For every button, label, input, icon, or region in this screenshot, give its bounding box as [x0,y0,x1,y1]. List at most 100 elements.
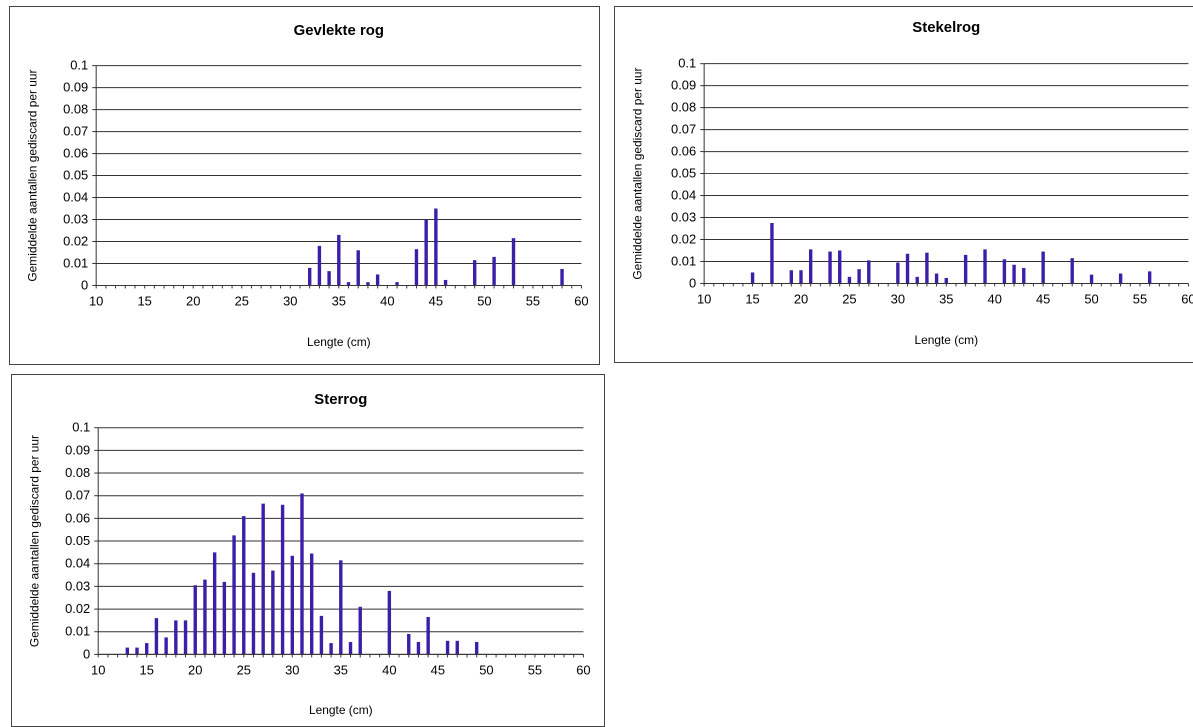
bar [799,270,803,284]
x-tick-label: 60 [576,662,590,677]
x-tick-label: 50 [477,293,491,308]
y-axis-label: Gemiddelde aantallen gediscard per uur [26,69,40,281]
bar [375,274,380,286]
bar [944,277,948,284]
x-tick-label: 45 [431,662,445,677]
x-tick-label: 40 [988,291,1002,306]
y-tick-label: 0.06 [63,146,88,161]
bar [222,581,227,655]
x-tick-label: 30 [283,293,297,308]
bar [232,535,236,655]
x-axis-label: Lengte (cm) [914,333,978,347]
y-tick-label: 0.1 [70,58,88,73]
x-tick-label: 20 [188,662,202,677]
x-tick-label: 40 [380,293,394,308]
y-tick-label: 0.06 [65,510,90,525]
x-tick-label: 45 [429,293,443,308]
bar [857,269,861,284]
chart-panel-gevlekte-rog: Gevlekte rog 0 0.01 0.02 0.03 0.04 0.05 0.06 0.0… [9,6,600,365]
y-tick-label: 0.08 [63,102,88,117]
x-tick-label: 10 [89,293,103,308]
x-axis-label: Lengte (cm) [309,703,373,717]
bar [1118,273,1123,284]
bar [1089,274,1094,284]
bar [183,620,188,655]
y-tick-label: 0.08 [671,100,696,115]
bar [789,270,794,284]
y-axis-label: Gemiddelde aantallen gediscard per uur [630,67,644,279]
bar [356,250,360,286]
bar [770,223,774,284]
y-tick-label: 0 [83,646,90,661]
bar [1041,251,1045,284]
bar [1022,268,1026,284]
bar [125,647,130,655]
x-tick-label: 40 [382,662,396,677]
bar [474,641,479,655]
y-tick-label: 0.09 [65,442,90,457]
y-tick-label: 0.09 [63,80,88,95]
bar [203,579,207,655]
x-tick-label: 30 [891,291,905,306]
x-tick-label: 10 [697,291,711,306]
x-tick-label: 35 [334,662,348,677]
bar [261,503,265,655]
bar [271,570,275,655]
bar [164,637,168,655]
y-tick-label: 0.08 [65,465,90,480]
bar [327,271,331,286]
bar [915,276,919,284]
x-tick-label: 20 [186,293,200,308]
bar [983,249,987,284]
chart-svg: Sterrog 0 0.01 0.02 0.03 0.04 0.05 0.06 0.07 0.08… [28,392,591,717]
bar [511,238,516,286]
bar [896,262,900,284]
x-tick-label: 15 [745,291,759,306]
bar [934,273,939,284]
chart-panel-sterrog: Sterrog 0 0.01 0.02 0.03 0.04 0.05 0.06 0.07 0.08… [11,374,605,727]
bar [925,252,929,284]
bar [1070,258,1074,284]
y-tick-label: 0 [689,275,696,290]
bar [346,282,351,286]
x-tick-label: 30 [285,662,299,677]
bar [963,254,968,284]
bar [317,245,322,286]
bar [135,647,139,655]
bar [145,643,149,655]
x-axis-label: Lengte (cm) [307,335,371,349]
x-tick-label: 25 [237,662,251,677]
y-tick-label: 0.05 [671,166,696,181]
bar [290,555,294,655]
bar [434,208,438,286]
x-tick-label: 45 [1036,291,1050,306]
x-tick-label: 25 [235,293,249,308]
bar [358,606,362,655]
bar [395,282,399,286]
y-tick-label: 0 [81,277,88,292]
bar [280,504,285,655]
y-tick-label: 0.04 [671,188,696,203]
y-tick-label: 0.05 [63,168,88,183]
bar [443,279,448,286]
bar [300,493,304,655]
bar [251,572,256,655]
y-tick-label: 0.04 [63,190,88,205]
x-tick-label: 55 [526,293,540,308]
bar [847,276,852,284]
bar [193,585,197,655]
chart-svg: Stekelrog 0 0.01 0.02 0.03 0.04 0.05 0.06 0.07 0.… [630,20,1193,347]
x-tick-label: 60 [1181,291,1193,306]
y-tick-label: 0.01 [671,253,696,268]
bar [426,617,430,655]
bar [560,268,564,286]
x-tick-label: 50 [479,662,493,677]
bar [329,643,333,655]
y-tick-label: 0.09 [671,78,696,93]
y-tick-label: 0.07 [671,122,696,137]
bar [387,590,392,655]
y-tick-label: 0.1 [72,420,90,435]
x-tick-label: 20 [794,291,808,306]
bar [416,641,421,655]
y-tick-label: 0.03 [671,209,696,224]
